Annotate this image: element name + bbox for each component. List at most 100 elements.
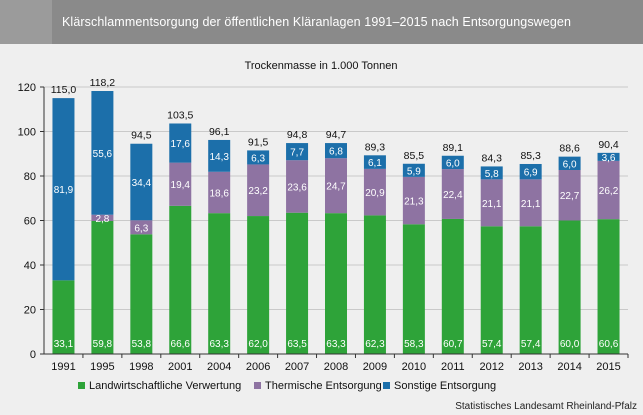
total-label: 85,5 — [404, 150, 425, 162]
bar-segment-thermisch — [130, 220, 153, 235]
total-label: 90,4 — [598, 139, 619, 151]
data-label-sonstige: 17,6 — [171, 139, 191, 150]
data-label-thermisch: 2,8 — [95, 214, 109, 225]
x-tick-label: 2015 — [596, 361, 620, 373]
data-label-sonstige: 6,8 — [329, 147, 343, 158]
bar-segment-sonstige — [519, 163, 542, 180]
total-label: 96,1 — [209, 126, 230, 138]
bar-segment-thermisch — [91, 214, 114, 221]
bar-segment-landwirtschaft — [247, 216, 270, 354]
data-label-landwirtschaft: 57,4 — [521, 339, 541, 350]
bar-segment-landwirtschaft — [519, 226, 542, 354]
bar-segment-sonstige — [52, 98, 75, 281]
data-label-landwirtschaft: 59,8 — [93, 339, 113, 350]
data-label-landwirtschaft: 60,7 — [443, 339, 463, 350]
bar-segment-thermisch — [480, 179, 503, 227]
bar-segment-sonstige — [480, 166, 503, 180]
bar-segment-landwirtschaft — [325, 213, 347, 354]
data-label-sonstige: 14,3 — [209, 152, 229, 163]
bar-segment-sonstige — [169, 123, 192, 163]
data-label-sonstige: 6,0 — [446, 158, 460, 169]
bar-segment-thermisch — [325, 158, 347, 214]
data-label-sonstige: 6,9 — [524, 168, 538, 179]
x-tick-label: 2009 — [363, 361, 387, 373]
data-label-sonstige: 6,3 — [251, 153, 265, 164]
total-label: 103,5 — [167, 109, 193, 121]
data-label-landwirtschaft: 53,8 — [132, 339, 152, 350]
bar-segment-thermisch — [597, 160, 620, 220]
data-label-thermisch: 21,1 — [482, 199, 502, 210]
bar-segment-thermisch — [247, 164, 270, 217]
data-label-thermisch: 23,2 — [248, 186, 268, 197]
legend-label: Sonstige Entsorgung — [394, 380, 496, 392]
data-label-landwirtschaft: 62,3 — [365, 339, 385, 350]
bar-segment-sonstige — [208, 139, 231, 172]
data-label-sonstige: 6,0 — [563, 159, 577, 170]
y-tick-label: 20 — [24, 305, 36, 317]
data-label-sonstige: 7,7 — [290, 148, 304, 159]
bar-segment-thermisch — [363, 168, 386, 216]
total-label: 118,2 — [90, 77, 116, 89]
source-note: Statistisches Landesamt Rheinland-Pfalz — [455, 401, 637, 412]
legend-label: Landwirtschaftliche Verwertung — [89, 380, 241, 392]
data-label-sonstige: 34,4 — [132, 178, 152, 189]
x-tick-label: 2012 — [479, 361, 503, 373]
x-tick-label: 1991 — [51, 361, 75, 373]
data-label-landwirtschaft: 63,3 — [209, 339, 229, 350]
data-label-thermisch: 19,4 — [171, 180, 191, 191]
bar-segment-landwirtschaft — [480, 226, 503, 354]
bar-segment-landwirtschaft — [286, 212, 309, 354]
total-label: 94,5 — [131, 130, 152, 142]
bar-segment-sonstige — [130, 143, 153, 221]
x-tick-label: 2001 — [168, 361, 192, 373]
data-label-thermisch: 18,6 — [209, 188, 229, 199]
chart-title: Klärschlammentsorgung der öffentlichen K… — [62, 15, 572, 29]
data-label-landwirtschaft: 58,3 — [404, 339, 424, 350]
bar-segment-thermisch — [402, 176, 425, 225]
data-label-sonstige: 5,9 — [407, 166, 421, 177]
bar-segment-sonstige — [325, 143, 347, 159]
legend-swatch — [78, 382, 85, 389]
y-tick-label: 0 — [30, 349, 36, 361]
x-tick-label: 2013 — [518, 361, 542, 373]
bar-segment-thermisch — [558, 169, 581, 221]
bar-segment-thermisch — [286, 160, 309, 213]
bar-segment-thermisch — [169, 162, 192, 206]
data-label-landwirtschaft: 60,6 — [599, 339, 619, 350]
data-label-sonstige: 3,6 — [602, 153, 616, 164]
y-tick-label: 40 — [24, 260, 36, 272]
bar-segment-sonstige — [558, 156, 581, 170]
bar-segment-landwirtschaft — [441, 218, 464, 354]
bar-segment-sonstige — [247, 150, 270, 165]
bar-segment-landwirtschaft — [52, 280, 75, 354]
title-accent — [0, 0, 52, 44]
data-label-landwirtschaft: 63,3 — [326, 339, 346, 350]
bar-segment-sonstige — [597, 152, 620, 161]
bar-segment-landwirtschaft — [169, 205, 192, 354]
x-tick-label: 2011 — [441, 361, 465, 373]
legend-swatch — [383, 382, 390, 389]
title-bar: Klärschlammentsorgung der öffentlichen K… — [0, 0, 643, 44]
bar-segment-sonstige — [363, 155, 386, 169]
total-label: 89,1 — [443, 142, 464, 154]
y-tick-label: 120 — [18, 82, 36, 94]
data-label-sonstige: 55,6 — [93, 149, 113, 160]
y-tick-label: 60 — [24, 216, 36, 228]
data-label-thermisch: 21,3 — [404, 197, 424, 208]
bar-segment-landwirtschaft — [558, 220, 581, 354]
total-label: 94,7 — [326, 129, 347, 141]
x-tick-label: 2008 — [324, 361, 348, 373]
bar-segment-landwirtschaft — [597, 219, 620, 354]
data-label-landwirtschaft: 63,5 — [287, 339, 307, 350]
data-label-thermisch: 24,7 — [326, 182, 346, 193]
data-label-sonstige: 6,1 — [368, 158, 382, 169]
bar-segment-thermisch — [441, 169, 464, 219]
x-tick-label: 2004 — [207, 361, 231, 373]
bar-segment-thermisch — [208, 171, 231, 214]
bar-segment-sonstige — [91, 91, 114, 215]
data-label-landwirtschaft: 60,0 — [560, 339, 580, 350]
x-tick-label: 2006 — [246, 361, 270, 373]
data-label-thermisch: 20,9 — [365, 188, 385, 199]
data-label-thermisch: 6,3 — [134, 223, 148, 234]
total-label: 115,0 — [51, 84, 77, 96]
